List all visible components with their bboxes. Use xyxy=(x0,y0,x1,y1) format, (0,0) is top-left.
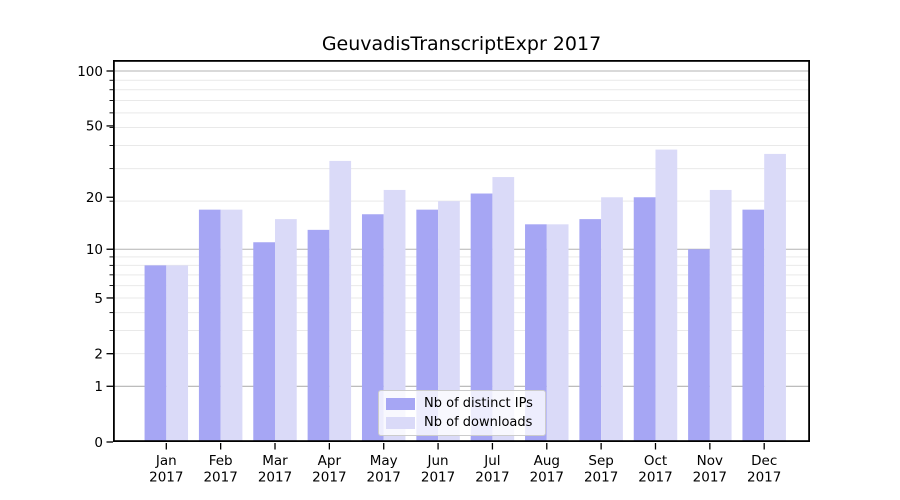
x-tick-label-month: Apr xyxy=(318,453,342,469)
x-tick-label-month: May xyxy=(370,453,398,469)
x-tick-label-month: Jan xyxy=(155,453,177,469)
x-tick-label-month: Feb xyxy=(209,453,233,469)
y-tick-label: 0 xyxy=(94,435,103,451)
x-tick-label-year: 2017 xyxy=(203,470,237,486)
bar-downloads-nov xyxy=(709,189,732,442)
bar-ips-apr xyxy=(307,229,330,442)
x-tick-label-month: Mar xyxy=(262,453,288,469)
legend-swatch-downloads xyxy=(386,416,415,429)
x-tick-label-year: 2017 xyxy=(584,470,618,486)
x-tick-label-year: 2017 xyxy=(747,470,781,486)
bar-downloads-jan xyxy=(166,265,189,442)
bar-ips-feb xyxy=(198,209,221,442)
x-tick-label-month: Oct xyxy=(644,453,667,469)
x-tick-label-month: Nov xyxy=(697,453,723,469)
bar-downloads-dec xyxy=(764,153,786,442)
legend-item-distinct-ips: Nb of distinct IPs xyxy=(386,396,536,411)
bar-ips-may xyxy=(361,214,384,442)
bar-downloads-apr xyxy=(329,160,352,442)
bar-ips-dec xyxy=(742,209,765,442)
x-tick-label-year: 2017 xyxy=(312,470,346,486)
x-tick-label-year: 2017 xyxy=(693,470,727,486)
bar-ips-jul xyxy=(470,193,493,442)
y-tick-label: 1 xyxy=(94,379,103,395)
bar-downloads-mar xyxy=(275,219,297,442)
y-tick-label: 10 xyxy=(86,242,103,258)
axes-spines xyxy=(113,60,811,443)
bar-ips-aug xyxy=(525,224,547,442)
y-tick-label: 20 xyxy=(86,190,103,206)
y-tick-label: 5 xyxy=(94,291,103,307)
legend-swatch-distinct-ips xyxy=(386,397,415,410)
x-tick-label-year: 2017 xyxy=(530,470,564,486)
y-tick-label: 2 xyxy=(94,346,103,362)
bar-downloads-jul xyxy=(492,177,515,442)
bar-ips-jan xyxy=(144,265,167,442)
bar-ips-jun xyxy=(416,209,439,442)
bar-ips-sep xyxy=(579,219,602,442)
x-tick-label-year: 2017 xyxy=(149,470,183,486)
bar-downloads-jun xyxy=(438,201,460,442)
x-tick-label-year: 2017 xyxy=(421,470,455,486)
bar-ips-oct xyxy=(633,197,656,442)
legend-item-downloads: Nb of downloads xyxy=(386,415,536,430)
x-tick-label-year: 2017 xyxy=(258,470,292,486)
bar-downloads-oct xyxy=(655,149,678,442)
x-tick-label-year: 2017 xyxy=(475,470,509,486)
legend-label-distinct-ips: Nb of distinct IPs xyxy=(424,396,533,411)
bar-downloads-aug xyxy=(546,224,569,442)
bar-downloads-may xyxy=(383,189,406,442)
y-tick-label: 100 xyxy=(77,64,103,80)
legend: Nb of distinct IPs Nb of downloads xyxy=(378,390,546,436)
x-tick-label-month: Jun xyxy=(427,453,449,469)
bar-downloads-sep xyxy=(601,197,623,442)
x-tick-label-month: Aug xyxy=(534,453,560,469)
bar-downloads-feb xyxy=(220,209,243,442)
x-tick-label-month: Sep xyxy=(588,453,613,469)
bar-ips-mar xyxy=(253,242,276,442)
y-tick-label: 50 xyxy=(86,119,103,135)
chart-title: GeuvadisTranscriptExpr 2017 xyxy=(321,33,602,55)
legend-label-downloads: Nb of downloads xyxy=(424,415,533,430)
x-tick-label-month: Dec xyxy=(751,453,777,469)
bar-ips-nov xyxy=(688,249,710,442)
x-tick-label-year: 2017 xyxy=(638,470,672,486)
x-tick-label-year: 2017 xyxy=(367,470,401,486)
x-tick-label-month: Jul xyxy=(483,453,500,469)
